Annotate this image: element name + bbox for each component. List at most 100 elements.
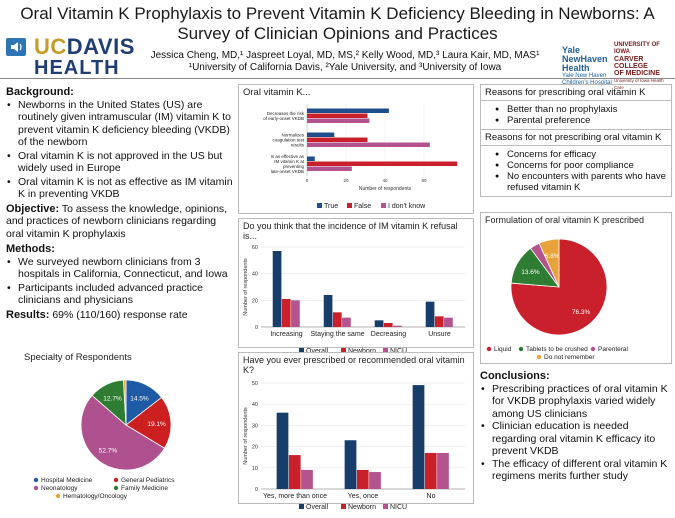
bar — [342, 317, 351, 327]
uc-davis-logo: UCDAVIS HEALTH — [34, 34, 144, 80]
bar — [356, 469, 369, 489]
legend-swatch — [486, 346, 492, 352]
y-tick-label-line: coagulation test — [272, 138, 304, 143]
bar — [276, 412, 289, 489]
bar — [369, 472, 381, 489]
legend-label: Hematology/Oncology — [63, 493, 128, 500]
x-tick-label: Decreasing — [371, 331, 407, 338]
conclusion-item: Prescribing practices of oral vitamin K … — [480, 383, 672, 421]
legend-label: NICU — [390, 504, 407, 511]
pie-slice — [80, 394, 166, 471]
y-tick-label-line: late-onset VKDB — [271, 169, 304, 174]
bar — [434, 316, 444, 327]
speaker-icon[interactable] — [6, 38, 26, 56]
legend-label: Family Medicine — [121, 485, 168, 492]
y-tick-label-line: preventing — [283, 164, 305, 169]
bar — [437, 452, 449, 489]
y-tick-label: 40 — [252, 272, 258, 278]
x-tick-label: Increasing — [270, 331, 302, 338]
legend-swatch — [317, 203, 322, 208]
prescribed-chart: Have you ever prescribed or recommended … — [238, 352, 474, 511]
results-text: 69% (110/160) response rate — [49, 308, 188, 321]
y-tick-label: Normalizes coagulation test results — [272, 133, 304, 148]
chart-title: Specialty of Respondents — [24, 352, 132, 363]
bar — [424, 452, 437, 489]
author-list: Jessica Cheng, MD,¹ Jaspreet Loyal, MD, … — [150, 50, 540, 61]
legend-swatch — [518, 346, 524, 352]
legend-swatch — [590, 346, 596, 352]
legend-swatch — [33, 477, 39, 483]
conclusions: Conclusions: Prescribing practices of or… — [480, 370, 672, 483]
slice-label: 6.8% — [545, 253, 560, 260]
bar — [307, 118, 370, 123]
bar — [383, 323, 393, 327]
y-tick-label: 40 — [252, 402, 258, 408]
logo-uc: UC — [34, 34, 67, 59]
chart-title: Have you ever prescribed or recommended … — [243, 355, 465, 375]
reasons-box: Reasons for prescribing oral vitamin K B… — [480, 84, 672, 197]
iowa-logo: UNIVERSITY OF IOWA CARVER COLLEGE OF MED… — [614, 42, 674, 91]
bar — [344, 440, 357, 489]
iowa-logo-line: CARVER COLLEGE — [614, 56, 648, 70]
y-tick-label-line: Decreases the risk — [267, 111, 305, 116]
bar — [288, 455, 301, 489]
results-heading: Results: — [6, 308, 50, 321]
legend-swatch — [383, 348, 388, 353]
specialty-chart: Specialty of Respondents 14.5% 19.1% 52.7%… — [6, 352, 234, 502]
header-divider — [0, 78, 675, 79]
legend-swatch — [55, 493, 61, 499]
legend-label: Tablets to be crushed — [526, 346, 588, 353]
conclusion-item: Clinician education is needed regarding … — [480, 420, 672, 458]
y-tick-label-line: Is as effective as — [271, 154, 305, 159]
legend-swatch — [341, 504, 346, 509]
yale-sub-line: Children's Hospital — [562, 80, 612, 86]
methods-item: We surveyed newborn clinicians from 3 ho… — [6, 256, 234, 281]
x-tick-label: Yes, more than once — [263, 493, 327, 500]
y-tick-label-line: results — [291, 143, 305, 148]
legend-label: I don't know — [388, 203, 426, 210]
authors: Jessica Cheng, MD,¹ Jaspreet Loyal, MD, … — [150, 50, 540, 74]
iowa-logo-line: University of Iowa Health Care — [614, 78, 664, 90]
slice-label: 19.1% — [147, 421, 166, 428]
bar — [323, 295, 333, 327]
opinions-bar-svg: 0 20 40 60 Number of respondents Decreases th… — [263, 104, 458, 210]
logo-health: HEALTH — [34, 57, 120, 79]
bar — [307, 132, 335, 137]
slice-label: 13.6% — [521, 269, 540, 276]
legend-swatch — [33, 485, 39, 491]
x-tick-label: No — [427, 493, 436, 500]
x-tick-label: 20 — [343, 178, 349, 183]
y-tick-label: 60 — [252, 245, 258, 251]
bar — [374, 320, 384, 327]
bar — [301, 469, 313, 489]
chart-title: Oral vitamin K... — [243, 87, 311, 98]
y-tick-label-line: of early-onset VKDB — [263, 116, 304, 121]
left-column: Background: Newborns in the United State… — [6, 84, 234, 321]
x-tick-label: Staying the same — [310, 331, 364, 338]
bar — [307, 142, 430, 147]
background-item: Oral vitamin K is not approved in the US… — [6, 150, 234, 175]
legend-label: General Pediatrics — [121, 477, 175, 484]
reason-item: Parental preference — [495, 115, 667, 126]
x-axis-label: Number of respondents — [359, 186, 412, 192]
y-tick-label: 0 — [255, 487, 258, 493]
iowa-logo-line: OF MEDICINE — [614, 70, 660, 77]
bar — [412, 385, 425, 489]
legend-label: Overall — [306, 504, 329, 511]
methods-heading: Methods: — [6, 243, 55, 255]
slice-label: 14.5% — [130, 396, 149, 403]
bar — [291, 300, 300, 327]
bar — [425, 301, 435, 327]
legend-swatch — [381, 203, 386, 208]
methods-item: Participants included advanced practice … — [6, 282, 234, 307]
y-tick-label: 20 — [252, 298, 258, 304]
legend-swatch — [347, 203, 352, 208]
legend-swatch — [113, 485, 119, 491]
background-heading: Background: — [6, 86, 74, 98]
pie-slice — [123, 379, 127, 426]
reason-item: Better than no prophylaxis — [495, 104, 667, 115]
y-tick-label: 50 — [252, 381, 258, 387]
legend-label: Hospital Medicine — [41, 477, 93, 484]
y-tick-label: 10 — [252, 466, 258, 472]
logo-davis: DAVIS — [66, 34, 135, 59]
